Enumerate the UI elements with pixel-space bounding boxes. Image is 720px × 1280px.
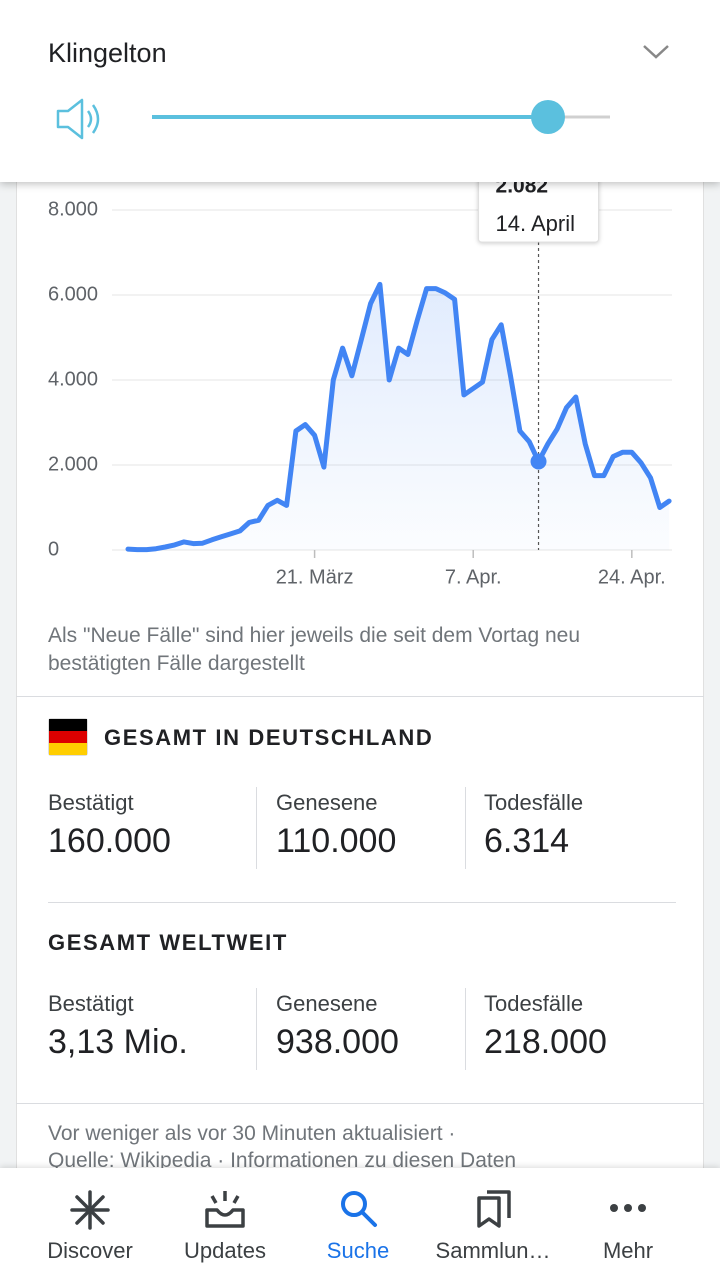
nav-label: Sammlun… — [435, 1238, 551, 1263]
separator — [465, 787, 466, 869]
hover-point — [530, 453, 547, 470]
nav-icon — [341, 1191, 377, 1227]
nav-item[interactable]: Mehr — [556, 1168, 700, 1280]
stat-label: Todesfälle — [484, 991, 584, 1016]
nav-label: Discover — [47, 1238, 133, 1263]
x-tick-label: 24. Apr. — [598, 566, 666, 588]
nav-label: Updates — [184, 1238, 266, 1263]
stat-value: 3,13 Mio. — [48, 1023, 188, 1061]
line — [125, 281, 672, 553]
update-info: Vor weniger als vor 30 Minuten aktualisi… — [48, 1122, 456, 1145]
stat-value: 938.000 — [276, 1023, 399, 1061]
bottom-nav: Discover Updates Suche Sammlun… Mehr — [0, 1168, 720, 1280]
volume-panel: Klingelton — [0, 0, 720, 182]
nav-icon — [610, 1204, 646, 1212]
nav-label: Suche — [326, 1238, 390, 1263]
chart: 0 2.000 4.000 6.000 8.000 21. März 7. Apr. 24. … — [48, 149, 672, 588]
section-heading: GESAMT IN DEUTSCHLAND — [104, 725, 434, 750]
stat-label: Bestätigt — [48, 790, 134, 815]
nav-item[interactable]: Discover — [18, 1168, 162, 1280]
stat-value: 218.000 — [484, 1023, 607, 1061]
stat-value: 160.000 — [48, 822, 171, 860]
nav-icon — [477, 1190, 511, 1228]
stat-label: Genesene — [276, 790, 378, 815]
x-tick-label: 7. Apr. — [445, 566, 502, 588]
stat-value: 6.314 — [484, 822, 570, 860]
nav-item[interactable]: Updates — [153, 1168, 297, 1280]
nav-icon — [70, 1190, 110, 1230]
volume-slider[interactable] — [140, 96, 620, 138]
x-tick-label: 21. März — [276, 566, 354, 588]
nav-label: Mehr — [602, 1238, 654, 1263]
divider — [16, 1103, 704, 1104]
separator — [256, 988, 257, 1070]
y-tick-label: 2.000 — [48, 453, 98, 475]
area — [128, 284, 670, 550]
nav-icon — [205, 1191, 245, 1228]
expand-chevron[interactable] — [640, 40, 672, 64]
stat-value: 110.000 — [276, 822, 397, 860]
nav-item[interactable]: Sammlun… — [421, 1168, 565, 1280]
section-heading: GESAMT WELTWEIT — [48, 930, 288, 955]
stat-label: Genesene — [276, 991, 378, 1016]
source-info[interactable]: Quelle: Wikipedia · Informationen zu die… — [48, 1149, 517, 1172]
stat-label: Todesfälle — [484, 790, 584, 815]
tooltip-date: 14. April — [496, 211, 576, 236]
flag-icon — [48, 718, 88, 756]
y-tick-label: 4.000 — [48, 368, 98, 390]
divider — [48, 902, 676, 903]
separator — [256, 787, 257, 869]
chart-note: Als "Neue Fälle" sind hier jeweils die s… — [48, 624, 581, 675]
panel-title: Klingelton — [48, 38, 167, 68]
y-tick-label: 8.000 — [48, 198, 98, 220]
stat-label: Bestätigt — [48, 991, 134, 1016]
separator — [465, 988, 466, 1070]
y-tick-label: 6.000 — [48, 283, 98, 305]
speaker-icon[interactable] — [54, 96, 106, 142]
y-tick-label: 0 — [48, 538, 59, 560]
nav-item[interactable]: Suche — [286, 1168, 430, 1280]
divider — [16, 696, 704, 697]
